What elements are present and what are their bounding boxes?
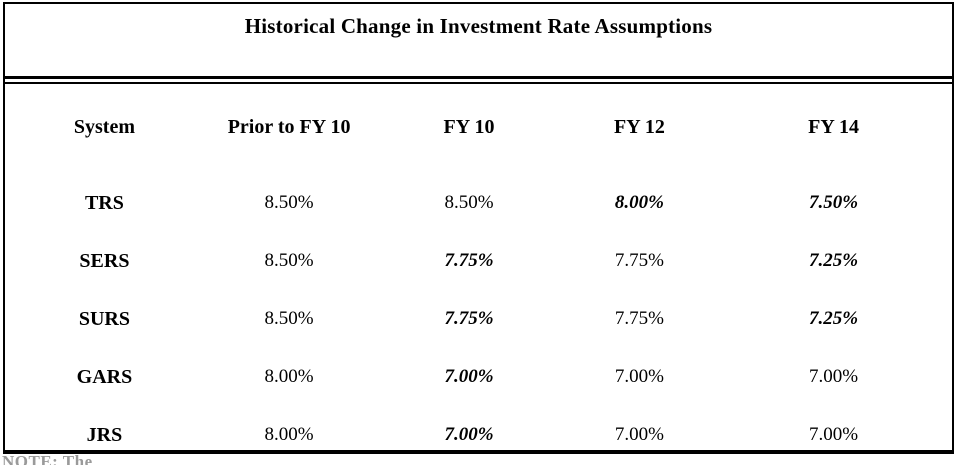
rate-value: 7.00% bbox=[809, 366, 859, 387]
rate-value: 7.75% bbox=[444, 250, 494, 271]
clipped-footnote-text: NOTE: The bbox=[2, 452, 93, 465]
table-title: Historical Change in Investment Rate Ass… bbox=[244, 14, 713, 38]
system-label: TRS bbox=[84, 191, 124, 214]
table-row-jrs: JRS 8.00% 7.00% 7.00% 7.00% bbox=[5, 406, 952, 450]
table-header-row: System Prior to FY 10 FY 10 FY 12 FY 14 bbox=[5, 96, 952, 158]
table-row-trs: TRS 8.50% 8.50% 8.00% 7.50% bbox=[5, 174, 952, 232]
table-title-section: Historical Change in Investment Rate Ass… bbox=[5, 4, 952, 76]
investment-rate-table: Historical Change in Investment Rate Ass… bbox=[3, 2, 954, 454]
column-header-system: System bbox=[73, 115, 135, 138]
rate-value: 8.00% bbox=[614, 192, 664, 213]
rate-value: 7.00% bbox=[444, 366, 494, 387]
system-label: GARS bbox=[76, 365, 133, 388]
rate-value: 7.75% bbox=[614, 250, 664, 271]
rate-value: 8.00% bbox=[264, 366, 314, 387]
rate-value: 7.50% bbox=[809, 192, 859, 213]
rate-value: 7.00% bbox=[614, 366, 664, 387]
rate-value: 8.00% bbox=[264, 424, 314, 445]
rate-value: 7.25% bbox=[809, 308, 859, 329]
column-header-fy12: FY 12 bbox=[614, 115, 665, 138]
system-label: SERS bbox=[79, 249, 130, 272]
rate-value: 8.50% bbox=[264, 308, 314, 329]
column-header-fy14: FY 14 bbox=[808, 115, 860, 138]
rate-value: 7.00% bbox=[444, 424, 494, 445]
system-label: SURS bbox=[78, 307, 130, 330]
rate-value: 8.50% bbox=[264, 250, 314, 271]
rate-value: 8.50% bbox=[444, 192, 494, 213]
rate-value: 7.00% bbox=[809, 424, 859, 445]
table-row-surs: SURS 8.50% 7.75% 7.75% 7.25% bbox=[5, 290, 952, 348]
table-body: TRS 8.50% 8.50% 8.00% 7.50% SERS 8.50% 7… bbox=[5, 174, 952, 450]
table-row-gars: GARS 8.00% 7.00% 7.00% 7.00% bbox=[5, 348, 952, 406]
column-header-fy10: FY 10 bbox=[443, 115, 495, 138]
rate-value: 7.00% bbox=[614, 424, 664, 445]
system-label: JRS bbox=[86, 423, 123, 446]
double-rule-divider bbox=[5, 76, 952, 84]
rate-value: 7.75% bbox=[614, 308, 664, 329]
table-row-sers: SERS 8.50% 7.75% 7.75% 7.25% bbox=[5, 232, 952, 290]
rate-value: 7.75% bbox=[444, 308, 494, 329]
column-header-prior-fy10: Prior to FY 10 bbox=[227, 115, 351, 138]
rate-value: 7.25% bbox=[809, 250, 859, 271]
rate-value: 8.50% bbox=[264, 192, 314, 213]
